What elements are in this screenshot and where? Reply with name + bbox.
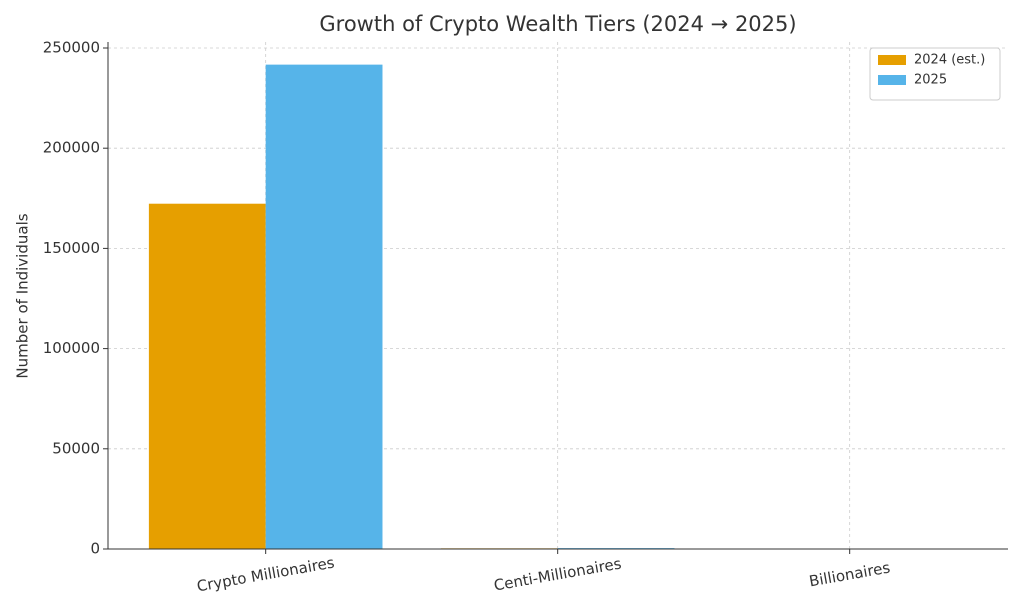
chart-title: Growth of Crypto Wealth Tiers (2024 → 20… (319, 12, 796, 36)
y-tick-label: 50000 (52, 439, 100, 457)
y-tick-label: 250000 (43, 39, 100, 57)
bar (265, 64, 383, 549)
x-tick-label: Centi-Millionaires (492, 554, 623, 594)
legend-label: 2024 (est.) (914, 53, 985, 68)
y-tick-label: 0 (90, 540, 100, 558)
legend-label: 2025 (914, 73, 947, 88)
legend-swatch (878, 75, 906, 85)
x-tick-label: Crypto Millionaires (195, 554, 336, 596)
y-axis-label: Number of Individuals (14, 213, 32, 378)
bar (148, 203, 266, 549)
y-tick-label: 150000 (43, 239, 100, 257)
x-tick-label: Billionaires (808, 559, 892, 591)
legend-swatch (878, 55, 906, 65)
y-tick-label: 100000 (43, 339, 100, 357)
legend: 2024 (est.) 2025 (869, 47, 1001, 101)
y-tick-label: 200000 (43, 139, 100, 157)
